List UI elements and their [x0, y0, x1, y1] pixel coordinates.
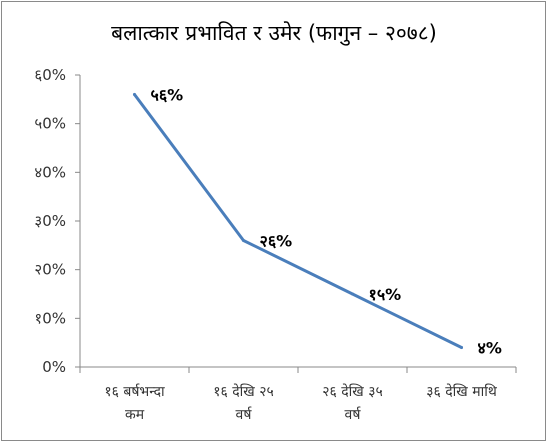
category-label: कम — [125, 407, 145, 423]
series-line — [133, 92, 463, 350]
category-labels: १६ बर्षभन्दा कम १६ देखि २५ वर्ष २६ देखि ३५ वर… — [104, 383, 497, 423]
y-tick-label: ३0% — [34, 212, 66, 230]
y-tick-labels: 0% १0% २0% ३0% ४0% ५0% ६0% — [34, 66, 66, 376]
category-label: १६ देखि २५ — [213, 383, 274, 400]
y-tick-label: ५0% — [34, 115, 66, 133]
y-tick-label: १0% — [34, 309, 66, 327]
data-label: २६% — [260, 231, 293, 250]
data-label: ४% — [478, 339, 502, 358]
data-point — [351, 292, 354, 296]
data-point — [460, 346, 463, 350]
y-tick-label: 0% — [42, 358, 66, 376]
data-labels: ५६% २६% १५% ४% — [151, 85, 502, 357]
category-label: १६ बर्षभन्दा — [104, 383, 165, 400]
axes — [75, 74, 517, 373]
data-point — [242, 238, 245, 242]
series — [133, 92, 463, 350]
category-label: वर्ष — [236, 406, 253, 423]
category-label: वर्ष — [345, 406, 362, 423]
category-label: २६ देखि ३५ — [322, 383, 383, 400]
category-label: ३६ देखि माथि — [426, 383, 498, 400]
data-label: १५% — [369, 285, 402, 304]
data-point — [133, 92, 136, 96]
y-tick-label: ६0% — [34, 66, 66, 84]
data-label: ५६% — [151, 85, 184, 104]
y-tick-label: २0% — [34, 261, 66, 279]
y-tick-label: ४0% — [34, 163, 66, 181]
chart-title: बलात्कार प्रभावित र उमेर (फागुन – २०७८) — [111, 21, 437, 46]
